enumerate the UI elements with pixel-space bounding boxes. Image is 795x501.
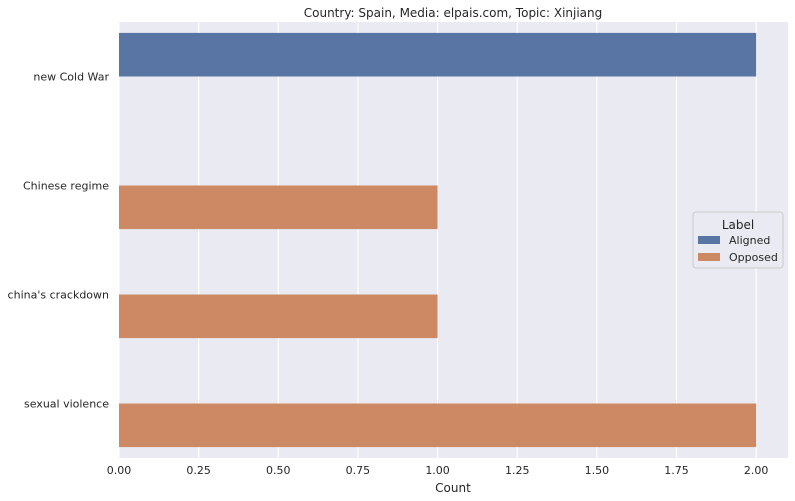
legend-swatch-aligned: [698, 236, 720, 244]
y-category-label: Chinese regime: [23, 180, 109, 193]
x-tick-label: 0.75: [346, 464, 371, 477]
x-tick-label: 2.00: [744, 464, 769, 477]
y-category-labels: new Cold War Chinese regime china's crackd…: [8, 71, 110, 411]
x-tick-label: 1.50: [585, 464, 610, 477]
y-category-label: china's crackdown: [8, 289, 109, 302]
x-tick-labels: 0.00 0.25 0.50 0.75 1.00 1.25 1.50 1.75 2.00: [107, 464, 769, 477]
legend-label-opposed: Opposed: [729, 251, 778, 264]
bar-opposed-china-s-crackdown: [119, 294, 438, 339]
bar-aligned-new-cold-war: [119, 32, 757, 77]
bar-opposed-sexual-violence: [119, 403, 757, 448]
x-tick-label: 1.25: [505, 464, 530, 477]
x-tick-label: 0.25: [186, 464, 211, 477]
x-axis-label: Count: [435, 481, 471, 495]
legend-swatch-opposed: [698, 253, 720, 261]
x-tick-label: 0.00: [107, 464, 132, 477]
legend-label-aligned: Aligned: [729, 234, 770, 247]
bars: [119, 32, 757, 448]
x-tick-label: 1.75: [664, 464, 689, 477]
bar-opposed-chinese-regime: [119, 185, 438, 230]
x-tick-label: 1.00: [425, 464, 450, 477]
x-tick-label: 0.50: [266, 464, 291, 477]
legend: Label Aligned Opposed: [692, 211, 784, 269]
plot-background: [119, 22, 788, 458]
legend-title: Label: [722, 218, 754, 232]
y-category-label: new Cold War: [33, 71, 109, 84]
y-category-label: sexual violence: [24, 398, 109, 411]
chart-title: Country: Spain, Media: elpais.com, Topic…: [304, 6, 603, 20]
